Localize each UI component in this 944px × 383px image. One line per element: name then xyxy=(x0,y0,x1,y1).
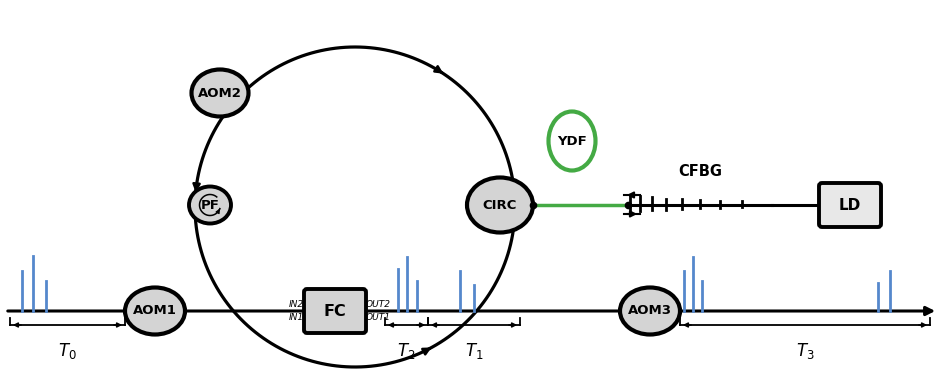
Text: OUT2: OUT2 xyxy=(365,300,391,309)
Ellipse shape xyxy=(192,69,248,116)
Text: IN2: IN2 xyxy=(289,300,304,309)
Text: $T_0$: $T_0$ xyxy=(59,341,76,361)
Text: YDF: YDF xyxy=(557,134,586,147)
Text: FC: FC xyxy=(323,303,346,319)
Text: AOM1: AOM1 xyxy=(133,304,177,318)
Text: $T_1$: $T_1$ xyxy=(464,341,482,361)
Text: $T_3$: $T_3$ xyxy=(795,341,814,361)
Text: AOM2: AOM2 xyxy=(198,87,242,100)
FancyBboxPatch shape xyxy=(818,183,880,227)
Ellipse shape xyxy=(466,177,532,232)
Text: $T_2$: $T_2$ xyxy=(396,341,415,361)
Ellipse shape xyxy=(189,187,230,224)
Text: LD: LD xyxy=(838,198,860,213)
Text: AOM3: AOM3 xyxy=(628,304,671,318)
Ellipse shape xyxy=(619,288,680,334)
Text: PF: PF xyxy=(200,198,219,211)
Ellipse shape xyxy=(125,288,185,334)
FancyBboxPatch shape xyxy=(304,289,365,333)
Text: IN1: IN1 xyxy=(289,313,304,322)
Ellipse shape xyxy=(548,111,595,170)
Text: CFBG: CFBG xyxy=(677,164,721,179)
Text: OUT1: OUT1 xyxy=(365,313,391,322)
Text: CIRC: CIRC xyxy=(482,198,516,211)
